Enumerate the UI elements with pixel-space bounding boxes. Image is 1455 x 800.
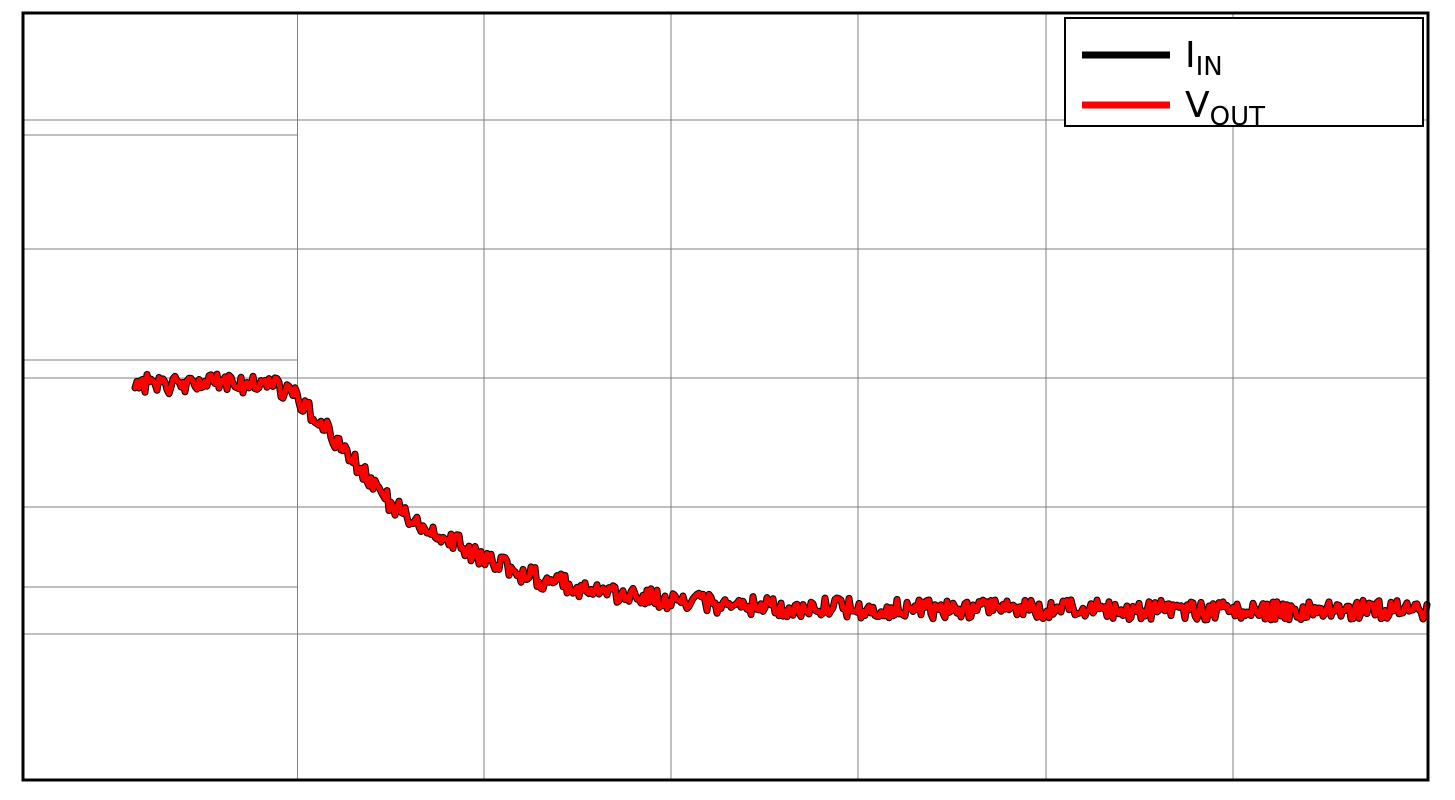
legend: IINVOUT	[1065, 18, 1423, 132]
oscilloscope-chart: IINVOUT	[0, 0, 1455, 800]
chart-svg: IINVOUT	[0, 0, 1455, 800]
